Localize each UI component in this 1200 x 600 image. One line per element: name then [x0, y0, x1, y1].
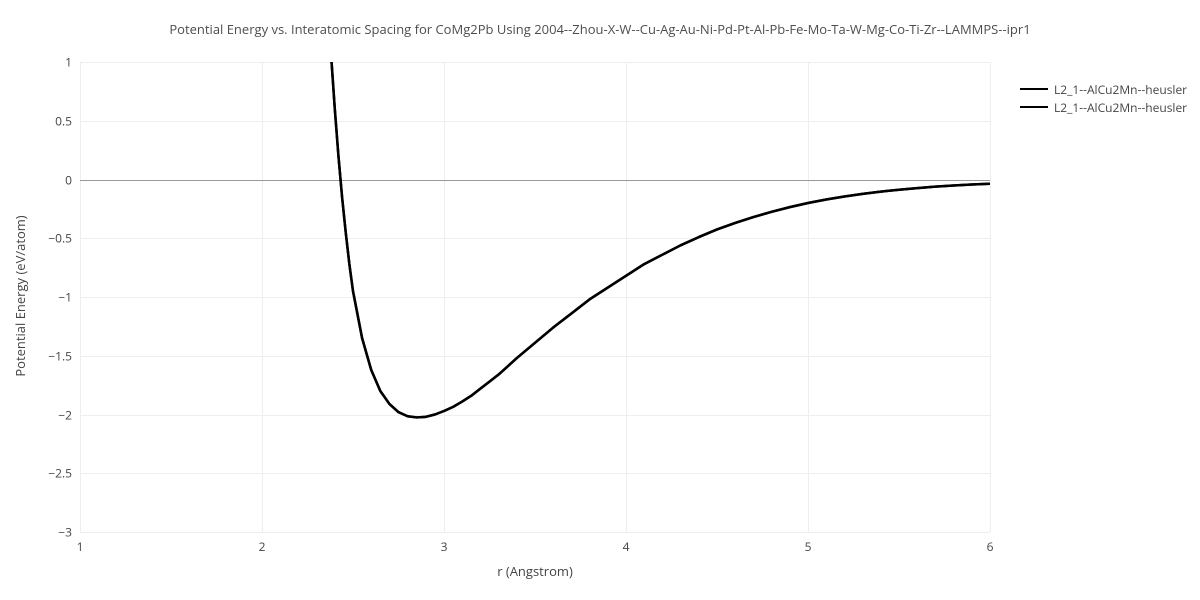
chart-title: Potential Energy vs. Interatomic Spacing… — [0, 20, 1200, 38]
x-tick-label: 1 — [77, 538, 84, 555]
y-gridline — [80, 532, 990, 533]
x-tick-label: 4 — [623, 538, 630, 555]
chart-container: Potential Energy vs. Interatomic Spacing… — [0, 0, 1200, 600]
y-tick-label: −1 — [40, 289, 72, 306]
x-gridline — [990, 62, 991, 532]
y-tick-label: 0 — [40, 171, 72, 188]
series-svg — [80, 62, 990, 532]
y-tick-label: 1 — [40, 54, 72, 71]
legend: L2_1--AlCu2Mn--heuslerL2_1--AlCu2Mn--heu… — [1020, 80, 1187, 116]
legend-item[interactable]: L2_1--AlCu2Mn--heusler — [1020, 80, 1187, 98]
legend-swatch — [1020, 88, 1048, 90]
series-line[interactable] — [324, 0, 990, 417]
x-tick-label: 2 — [259, 538, 266, 555]
plot-area — [80, 62, 990, 532]
x-axis-label: r (Angstrom) — [80, 562, 990, 580]
x-tick-label: 3 — [441, 538, 448, 555]
y-tick-label: 0.5 — [40, 112, 72, 129]
y-tick-label: −2.5 — [40, 465, 72, 482]
legend-label: L2_1--AlCu2Mn--heusler — [1054, 99, 1187, 116]
legend-label: L2_1--AlCu2Mn--heusler — [1054, 81, 1187, 98]
y-axis-label: Potential Energy (eV/atom) — [11, 146, 29, 446]
y-tick-label: −0.5 — [40, 230, 72, 247]
y-tick-label: −2 — [40, 406, 72, 423]
y-tick-label: −3 — [40, 524, 72, 541]
x-tick-label: 6 — [987, 538, 994, 555]
y-tick-label: −1.5 — [40, 347, 72, 364]
legend-item[interactable]: L2_1--AlCu2Mn--heusler — [1020, 98, 1187, 116]
x-tick-label: 5 — [805, 538, 812, 555]
legend-swatch — [1020, 106, 1048, 108]
series-line[interactable] — [324, 0, 990, 417]
